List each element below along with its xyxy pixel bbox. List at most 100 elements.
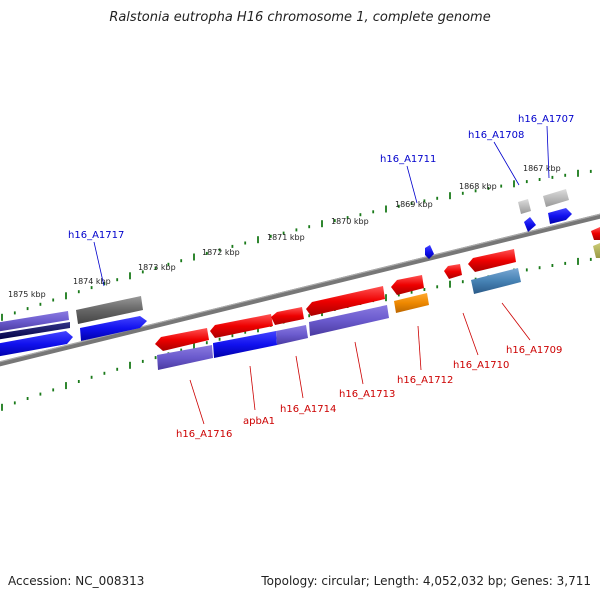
gene-arrow[interactable] — [210, 314, 273, 338]
ruler-label: 1872 kbp — [202, 248, 240, 257]
ruler-tick — [13, 311, 16, 315]
gene-arrow[interactable] — [271, 307, 304, 325]
gene-arrow[interactable] — [276, 325, 308, 345]
ruler-label: 1874 kbp — [73, 277, 111, 286]
ruler-tick — [589, 257, 592, 261]
gene-arrow[interactable] — [591, 227, 600, 240]
gene-arrow[interactable] — [543, 189, 569, 207]
gene-arrow[interactable] — [306, 286, 385, 316]
ruler-tick — [193, 342, 195, 350]
accession-text: Accession: NC_008313 — [8, 574, 145, 588]
ruler-label: 1867 kbp — [523, 164, 561, 173]
tick-row-outer — [1, 169, 592, 321]
ruler-tick — [218, 337, 221, 341]
gene-arrow[interactable] — [76, 296, 143, 324]
gene-arrow[interactable] — [80, 316, 147, 341]
ruler-tick — [308, 314, 311, 318]
gene-arrow[interactable] — [471, 268, 521, 294]
gene-label[interactable]: apbA1 — [243, 416, 275, 427]
gene-arrow[interactable] — [0, 322, 70, 340]
gene-label[interactable]: h16_A1708 — [468, 130, 524, 141]
gene-arrow[interactable] — [0, 331, 73, 357]
ruler-tick — [525, 268, 528, 272]
ruler-tick — [397, 293, 400, 297]
ruler-tick — [410, 290, 413, 294]
ruler-tick — [116, 278, 119, 282]
ruler-tick — [513, 180, 515, 188]
gene-arrow[interactable] — [391, 275, 424, 295]
ruler-tick — [308, 225, 311, 229]
topology-text: Topology: circular; Length: 4,052,032 bp… — [261, 574, 591, 588]
ruler-tick — [551, 264, 554, 267]
genes-bottom-strand — [155, 227, 600, 370]
ruler-tick — [589, 169, 592, 173]
ruler-tick — [90, 375, 93, 379]
ruler-tick — [103, 282, 106, 286]
ruler-tick — [359, 213, 362, 217]
ruler-tick — [205, 251, 208, 255]
ruler-tick — [180, 259, 183, 263]
ruler-tick — [103, 371, 106, 375]
ruler-tick — [449, 192, 451, 200]
gene-labels-bottom: h16_A1716 apbA1 h16_A1714 h16_A1713 h16_… — [176, 345, 562, 440]
gene-label[interactable]: h16_A1712 — [397, 375, 453, 386]
gene-arrow[interactable] — [548, 208, 572, 224]
ruler-tick — [385, 294, 387, 302]
ruler-tick — [461, 191, 464, 195]
ruler-tick — [65, 382, 67, 390]
gene-label[interactable]: h16_A1716 — [176, 429, 232, 440]
ruler-tick — [397, 204, 400, 208]
gene-arrow[interactable] — [468, 249, 516, 272]
gene-label[interactable]: h16_A1710 — [453, 360, 509, 371]
gene-label[interactable]: h16_A1709 — [506, 345, 562, 356]
ruler-tick — [231, 334, 234, 338]
gene-arrow[interactable] — [593, 243, 600, 258]
ruler-tick — [436, 285, 439, 289]
ruler-tick — [525, 180, 528, 184]
ruler-tick — [193, 253, 195, 261]
ruler-labels: 1875 kbp 1874 kbp 1873 kbp 1872 kbp 1871… — [8, 164, 561, 299]
diagram-title: Ralstonia eutropha H16 chromosome 1, com… — [109, 10, 491, 25]
gene-arrow[interactable] — [155, 328, 209, 351]
ruler-tick — [423, 199, 426, 203]
gene-arrow[interactable] — [157, 345, 213, 370]
ruler-tick — [52, 388, 55, 392]
gene-label[interactable]: h16_A1711 — [380, 154, 436, 165]
gene-arrow[interactable] — [309, 305, 389, 336]
gene-label[interactable]: h16_A1717 — [68, 230, 124, 241]
gene-label[interactable]: h16_A1714 — [280, 404, 336, 415]
gene-arrow[interactable] — [425, 245, 434, 259]
ruler-tick — [564, 261, 567, 265]
ruler-tick — [77, 290, 80, 294]
ruler-tick — [13, 401, 16, 405]
ruler-tick — [500, 184, 503, 188]
gene-arrow[interactable] — [0, 311, 69, 332]
leader-lines — [93, 125, 550, 425]
gene-label[interactable]: h16_A1713 — [339, 389, 395, 400]
ruler-tick — [26, 397, 29, 400]
gene-labels-top: h16_A1717 h16_A1711 h16_A1708 h16_A1707 — [68, 114, 574, 241]
ruler-tick — [538, 178, 541, 181]
ruler-label: 1870 kbp — [331, 217, 369, 226]
ruler-label: 1868 kbp — [459, 182, 497, 191]
gene-arrow[interactable] — [524, 217, 536, 232]
gene-arrow[interactable] — [518, 199, 531, 214]
ruler-tick — [180, 348, 183, 352]
ruler-tick — [538, 266, 541, 270]
gene-label[interactable]: h16_A1707 — [518, 114, 574, 125]
ruler-tick — [1, 313, 3, 321]
ruler-tick — [65, 292, 67, 300]
ruler-tick — [141, 359, 144, 363]
ruler-label: 1875 kbp — [8, 290, 46, 299]
ruler-tick — [129, 272, 131, 280]
ruler-tick — [346, 216, 349, 220]
ruler-tick — [269, 234, 272, 238]
gene-arrow[interactable] — [394, 293, 429, 313]
ruler-tick — [449, 280, 451, 288]
ruler-tick — [116, 367, 119, 371]
ruler-tick — [474, 189, 477, 193]
gene-arrow[interactable] — [444, 264, 462, 279]
ruler-tick — [167, 262, 170, 266]
gene-arrow[interactable] — [213, 331, 277, 358]
ruler-tick — [77, 380, 80, 383]
